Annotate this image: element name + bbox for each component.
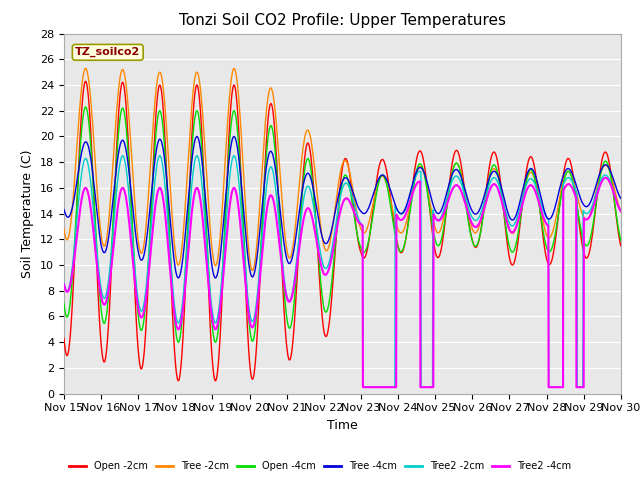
Text: TZ_soilco2: TZ_soilco2	[75, 47, 140, 58]
Title: Tonzi Soil CO2 Profile: Upper Temperatures: Tonzi Soil CO2 Profile: Upper Temperatur…	[179, 13, 506, 28]
Legend: Open -2cm, Tree -2cm, Open -4cm, Tree -4cm, Tree2 -2cm, Tree2 -4cm: Open -2cm, Tree -2cm, Open -4cm, Tree -4…	[65, 457, 575, 475]
X-axis label: Time: Time	[327, 419, 358, 432]
Y-axis label: Soil Temperature (C): Soil Temperature (C)	[22, 149, 35, 278]
